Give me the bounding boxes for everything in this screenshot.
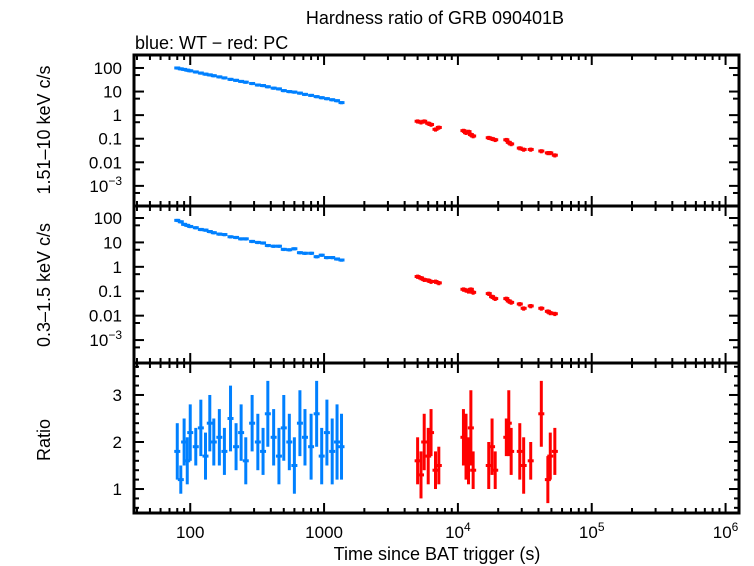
y-tick-label: 10 bbox=[103, 233, 122, 252]
y-tick-label: 2 bbox=[113, 433, 122, 452]
chart-title: Hardness ratio of GRB 090401B bbox=[306, 8, 564, 28]
y-tick-label: 100 bbox=[94, 209, 122, 228]
y-tick-label: 1 bbox=[113, 106, 122, 125]
y-tick-label: 10 bbox=[103, 83, 122, 102]
x-tick-label: 104 bbox=[445, 520, 471, 542]
panel-soft: 100 10 1 0.1 0.01 10−3 bbox=[89, 204, 741, 365]
panel-frame bbox=[132, 204, 741, 365]
y-tick-label: 10−3 bbox=[89, 328, 122, 350]
y-tick-label: 0.1 bbox=[98, 130, 122, 149]
panel-ratio: 1 2 3 bbox=[113, 361, 741, 515]
x-tick-label: 1000 bbox=[305, 523, 343, 542]
y-tick-label: 1 bbox=[113, 258, 122, 277]
y-axis-label-soft: 0.3–1.5 keV c/s bbox=[34, 223, 54, 347]
y-tick-label: 0.01 bbox=[89, 307, 122, 326]
y-tick-label: 10−3 bbox=[89, 174, 122, 196]
x-axis-label: Time since BAT trigger (s) bbox=[334, 544, 541, 564]
x-tick-label: 100 bbox=[176, 523, 204, 542]
y-axis-label-hard: 1.51–10 keV c/s bbox=[34, 65, 54, 194]
y-tick-label: 1 bbox=[113, 480, 122, 499]
y-tick-label: 0.1 bbox=[98, 282, 122, 301]
panel-hard: 100 10 1 0.1 0.01 10−3 bbox=[89, 53, 741, 208]
x-tick-label: 106 bbox=[713, 520, 739, 542]
chart-subtitle: blue: WT − red: PC bbox=[135, 33, 288, 53]
y-tick-label: 3 bbox=[113, 386, 122, 405]
x-tick-label: 105 bbox=[579, 520, 605, 542]
y-axis-label-ratio: Ratio bbox=[34, 419, 54, 461]
y-tick-label: 100 bbox=[94, 59, 122, 78]
y-tick-label: 0.01 bbox=[89, 153, 122, 172]
